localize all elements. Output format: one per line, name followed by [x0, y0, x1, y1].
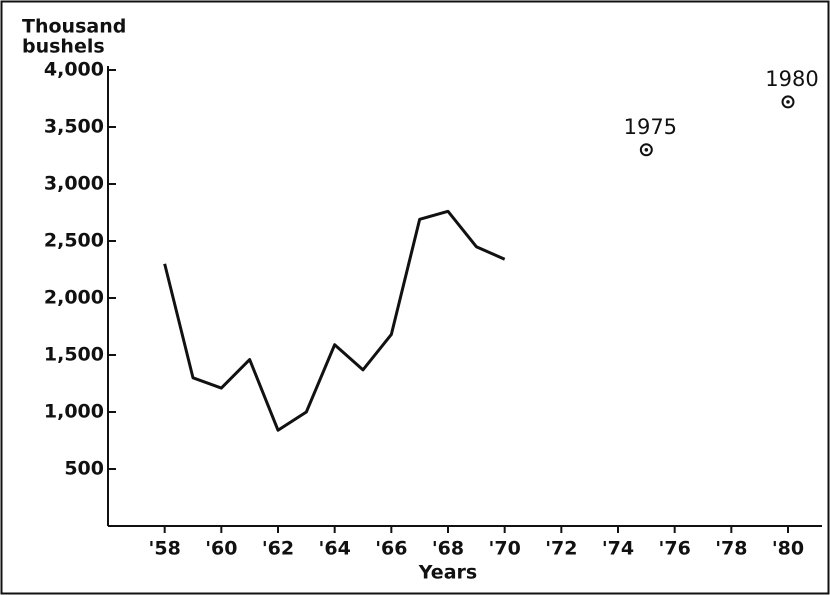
- x-tick-label: '58: [149, 538, 181, 560]
- x-tick-label: '60: [205, 538, 237, 560]
- point-label: 1980: [765, 67, 818, 91]
- x-tick-label: '78: [715, 538, 747, 560]
- x-tick-label: '68: [432, 538, 464, 560]
- projection-dot: [786, 100, 790, 104]
- y-tick-label: 3,000: [44, 173, 104, 195]
- point-label: 1975: [624, 115, 677, 139]
- x-tick-label: '64: [319, 538, 351, 560]
- y-tick-label: 3,500: [44, 116, 104, 138]
- y-tick-label: 1,500: [44, 344, 104, 366]
- y-tick-label: 4,000: [44, 59, 104, 81]
- y-axis-label: Thousand: [22, 16, 126, 38]
- y-axis-label: bushels: [22, 36, 105, 58]
- projection-dot: [644, 148, 649, 152]
- x-tick-label: '76: [659, 538, 691, 560]
- x-tick-label: '80: [772, 538, 804, 560]
- y-tick-label: 1,000: [44, 401, 104, 423]
- x-tick-label: '66: [375, 538, 407, 560]
- x-tick-label: '70: [489, 538, 521, 560]
- y-tick-label: 2,500: [44, 230, 104, 252]
- x-axis-label: Years: [418, 562, 477, 584]
- y-tick-label: 2,000: [44, 287, 104, 309]
- data-line: [163, 209, 506, 432]
- x-tick-label: '62: [262, 538, 294, 560]
- y-tick-label: 500: [64, 458, 104, 480]
- x-tick-label: '72: [545, 538, 577, 560]
- x-tick-label: '74: [602, 538, 634, 560]
